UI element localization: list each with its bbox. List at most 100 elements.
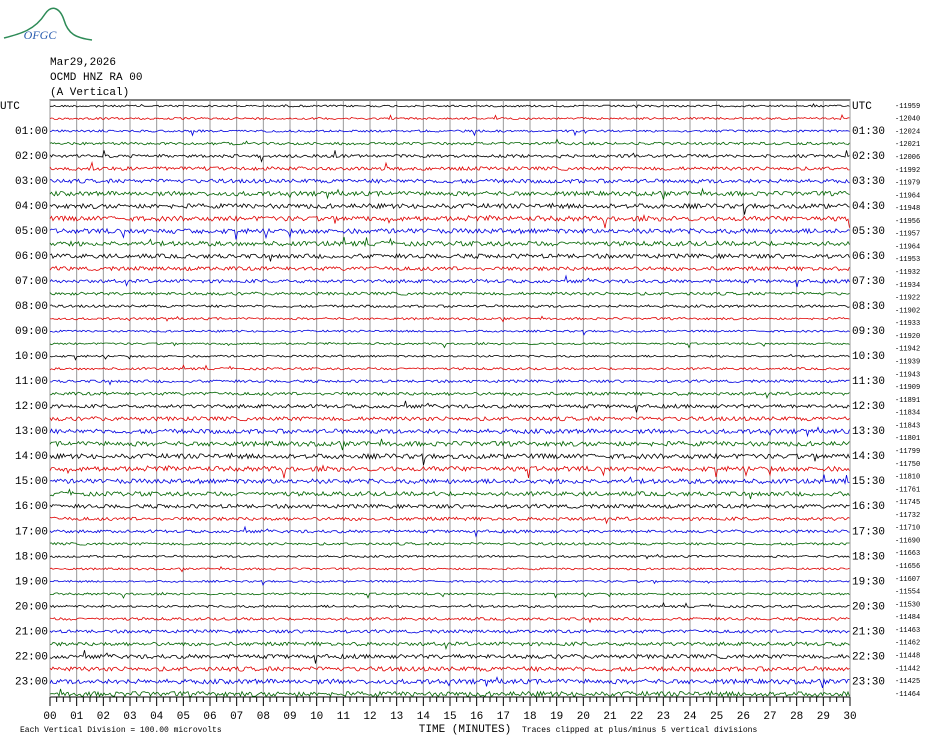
left-time-label: 16:00 xyxy=(15,501,48,513)
x-tick-label: 23 xyxy=(657,711,670,723)
offset-label: -11425 xyxy=(895,678,920,686)
offset-label: -11920 xyxy=(895,333,920,341)
left-time-label: 23:00 xyxy=(15,676,48,688)
offset-label: -11891 xyxy=(895,397,920,405)
left-time-label: 13:00 xyxy=(15,426,48,438)
offset-label: -11948 xyxy=(895,205,920,213)
offset-label: -11934 xyxy=(895,282,920,290)
trace xyxy=(49,579,850,586)
x-tick-label: 14 xyxy=(417,711,431,723)
left-time-label: 04:00 xyxy=(15,201,48,213)
trace xyxy=(49,601,850,609)
left-time-label: 14:00 xyxy=(15,451,48,463)
trace xyxy=(49,129,850,137)
left-time-label: 21:00 xyxy=(15,626,48,638)
x-tick-label: 19 xyxy=(550,711,563,723)
offset-label: -11745 xyxy=(895,499,920,507)
right-time-label: 17:30 xyxy=(852,526,885,538)
station: OCMD HNZ RA 00 xyxy=(50,72,142,84)
x-tick-label: 04 xyxy=(150,711,164,723)
offset-label: -12006 xyxy=(895,154,920,162)
trace xyxy=(49,438,850,451)
trace xyxy=(49,236,850,248)
offset-label: -11810 xyxy=(895,474,920,482)
right-time-label: 22:30 xyxy=(852,651,885,663)
trace xyxy=(49,187,850,200)
trace xyxy=(49,503,850,510)
x-tick-label: 10 xyxy=(310,711,323,723)
left-time-label: 15:00 xyxy=(15,476,48,488)
right-time-label: 10:30 xyxy=(852,351,885,363)
trace xyxy=(49,227,850,240)
right-time-label: 05:30 xyxy=(852,226,885,238)
right-time-label: 16:30 xyxy=(852,501,885,513)
x-axis-label: TIME (MINUTES) xyxy=(419,724,511,736)
offset-label: -11710 xyxy=(895,525,920,533)
x-tick-label: 22 xyxy=(630,711,643,723)
right-time-label: 18:30 xyxy=(852,551,885,563)
right-time-label: 04:30 xyxy=(852,201,885,213)
left-time-label: 07:00 xyxy=(15,276,48,288)
trace xyxy=(49,665,850,673)
offset-label: -11448 xyxy=(895,652,920,660)
right-time-label: 02:30 xyxy=(852,151,885,163)
offset-label: -11932 xyxy=(895,269,920,277)
offset-label: -11942 xyxy=(895,346,920,354)
offset-label: -11663 xyxy=(895,550,920,558)
trace xyxy=(49,452,850,466)
offset-label: -11957 xyxy=(895,231,920,239)
offset-label: -12024 xyxy=(895,128,920,136)
right-time-label: 23:30 xyxy=(852,676,885,688)
trace xyxy=(49,676,850,689)
right-time-label: 15:30 xyxy=(852,476,885,488)
offset-label: -11964 xyxy=(895,192,920,200)
offset-label: -11953 xyxy=(895,256,920,264)
offset-label: -11750 xyxy=(895,461,920,469)
division-note: Each Vertical Division = 100.00 microvol… xyxy=(20,726,222,735)
right-time-label: 01:30 xyxy=(852,126,885,138)
date: Mar29,2026 xyxy=(50,57,116,69)
offset-label: -11464 xyxy=(895,691,920,699)
x-tick-label: 29 xyxy=(817,711,830,723)
offset-label: -11530 xyxy=(895,601,920,609)
x-tick-label: 21 xyxy=(603,711,617,723)
right-time-label: 06:30 xyxy=(852,251,885,263)
component: (A Vertical) xyxy=(50,87,129,99)
x-tick-label: 16 xyxy=(470,711,483,723)
offset-label: -11801 xyxy=(895,435,920,443)
x-tick-label: 08 xyxy=(257,711,270,723)
offset-label: -11933 xyxy=(895,320,920,328)
x-tick-label: 30 xyxy=(843,711,856,723)
trace xyxy=(49,252,850,262)
left-time-label: 08:00 xyxy=(15,301,48,313)
trace xyxy=(49,616,850,624)
offset-label: -12021 xyxy=(895,141,920,149)
trace xyxy=(49,591,850,599)
trace xyxy=(49,426,850,438)
x-tick-label: 03 xyxy=(123,711,136,723)
trace xyxy=(49,379,850,386)
left-time-label: 17:00 xyxy=(15,526,48,538)
trace xyxy=(50,641,850,651)
x-tick-label: 17 xyxy=(497,711,510,723)
offset-label: -11834 xyxy=(895,410,920,418)
trace xyxy=(49,274,850,288)
left-time-label: 10:00 xyxy=(15,351,48,363)
offset-label: -11992 xyxy=(895,167,920,175)
trace xyxy=(49,488,850,500)
left-time-label: 01:00 xyxy=(15,126,48,138)
trace xyxy=(49,202,850,215)
x-tick-label: 20 xyxy=(577,711,590,723)
trace xyxy=(49,353,850,361)
x-tick-label: 06 xyxy=(203,711,216,723)
offset-label: -11979 xyxy=(895,180,920,188)
left-time-label: 11:00 xyxy=(15,376,48,388)
trace xyxy=(49,553,850,560)
right-time-label: 07:30 xyxy=(852,276,885,288)
offset-label: -11902 xyxy=(895,307,920,315)
x-tick-label: 24 xyxy=(683,711,697,723)
logo: OFGC xyxy=(24,28,58,42)
trace xyxy=(49,329,850,336)
trace xyxy=(49,650,850,664)
